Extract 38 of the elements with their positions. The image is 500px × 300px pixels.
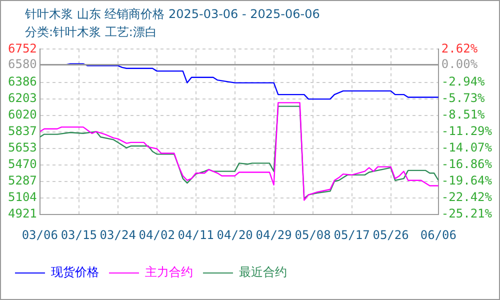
y2-tick-label: -25.21% [441, 206, 493, 221]
legend-label: 现货价格 [51, 265, 99, 280]
legend-label: 主力合约 [145, 265, 193, 280]
y2-tick-label: -16.86% [441, 157, 493, 172]
y-tick-label: 5653 [8, 140, 37, 155]
y2-tick-label: 2.62% [441, 41, 478, 56]
x-tick-label: 04/29 [256, 228, 292, 242]
y2-tick-label: -11.29% [441, 124, 493, 138]
x-tick-label: 03/06 [22, 228, 58, 242]
y-tick-label: 6386 [8, 74, 37, 88]
y2-tick-label: 0.00% [441, 56, 478, 71]
y-tick-label: 6020 [8, 107, 37, 122]
y2-tick-label: -2.94% [441, 74, 486, 88]
y2-tick-label: -8.51% [441, 107, 486, 122]
x-tick-label: 06/06 [420, 228, 456, 242]
y-tick-label: 5104 [8, 190, 37, 204]
x-tick-label: 05/26 [372, 228, 409, 242]
y2-tick-label: -19.64% [441, 174, 493, 188]
legend-label: 最近合约 [239, 265, 287, 280]
x-tick-label: 05/17 [334, 228, 370, 242]
y-tick-label: 6580 [8, 56, 37, 71]
x-tick-label: 04/11 [178, 228, 214, 242]
x-tick-label: 05/08 [294, 228, 331, 242]
y-tick-label: 6203 [8, 90, 37, 105]
y2-tick-label: -5.73% [441, 90, 486, 105]
y2-tick-label: -22.42% [441, 190, 493, 204]
y-tick-label: 6752 [8, 41, 37, 56]
y2-tick-label: -14.07% [441, 140, 493, 155]
y-tick-label: 5287 [8, 174, 37, 188]
y-tick-label: 4921 [8, 206, 37, 221]
x-tick-label: 04/02 [138, 228, 175, 242]
y-tick-label: 5470 [8, 157, 37, 172]
x-tick-label: 03/15 [60, 228, 97, 242]
chart-subtitle: 分类:针叶木浆 工艺:漂白 [25, 24, 157, 41]
chart-title: 针叶木浆 山东 经销商价格 2025-03-06 - 2025-06-06 [25, 6, 320, 23]
x-tick-label: 04/20 [216, 228, 253, 242]
y-tick-label: 5837 [8, 124, 37, 138]
x-tick-label: 03/24 [100, 228, 136, 242]
